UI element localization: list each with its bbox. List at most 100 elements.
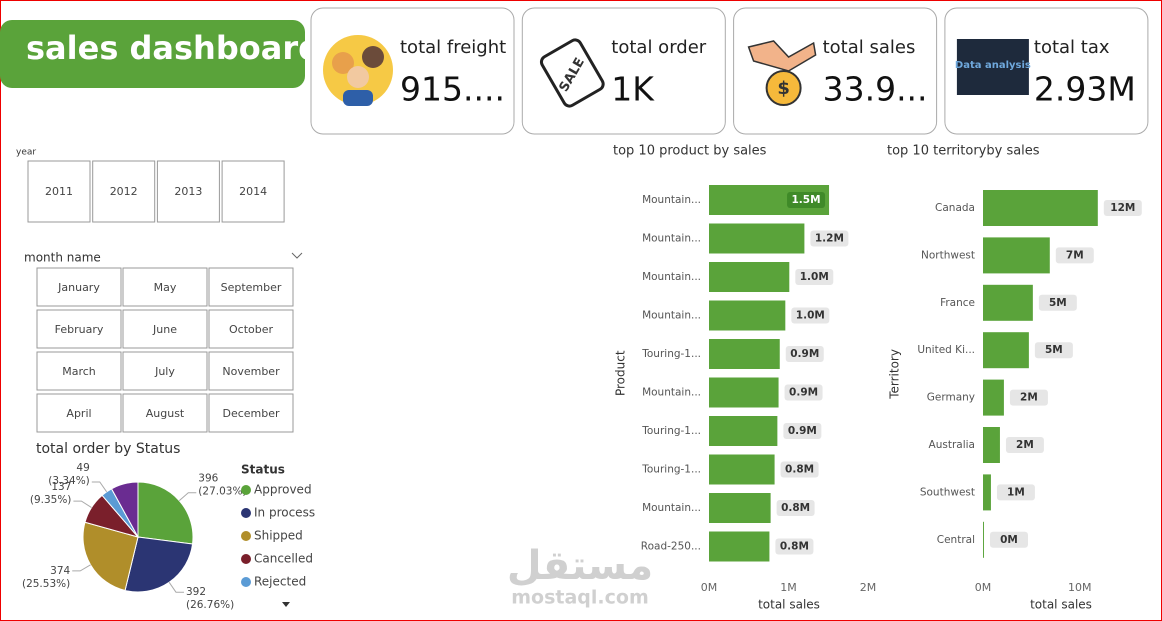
icon-coin — [765, 70, 802, 106]
y-axis-title: Product — [614, 350, 628, 396]
value-label: 1M — [1007, 486, 1025, 498]
bar — [709, 300, 786, 331]
kpi-value: 1K — [611, 70, 655, 109]
legend-label[interactable]: Shipped — [254, 529, 303, 543]
value-label-box — [776, 500, 815, 516]
legend-label[interactable]: Approved — [254, 483, 312, 497]
pie-slice — [124, 536, 194, 593]
year-label: 2014 — [239, 185, 267, 198]
month-label: September — [221, 281, 282, 294]
bar — [709, 416, 778, 446]
leader-line — [168, 582, 184, 593]
value-label: 0.8M — [785, 464, 814, 476]
month-label: July — [154, 365, 175, 378]
month-label: October — [229, 323, 273, 336]
month-label: June — [152, 323, 177, 336]
icon-body — [343, 90, 373, 106]
leader-line — [178, 492, 197, 502]
month-button[interactable] — [122, 267, 208, 307]
icon-face — [347, 66, 369, 88]
month-button[interactable] — [208, 267, 294, 307]
year-button[interactable] — [156, 160, 220, 223]
legend-marker — [241, 508, 251, 518]
value-label: 0.9M — [790, 348, 819, 360]
bar — [983, 332, 1029, 369]
y-tick-label: Mountain... — [642, 271, 701, 283]
month-button[interactable] — [36, 351, 122, 391]
month-button[interactable] — [122, 393, 208, 433]
legend-marker — [241, 485, 251, 495]
value-label-box — [787, 192, 826, 208]
pie-percent-label: (25.53%) — [22, 578, 70, 590]
month-button[interactable] — [122, 351, 208, 391]
value-label: 5M — [1045, 344, 1063, 356]
bar — [709, 377, 779, 408]
value-label-box — [791, 307, 830, 324]
year-button[interactable] — [92, 160, 156, 223]
y-tick-label: Road-250... — [641, 541, 701, 553]
pie-value-label: 396 — [198, 473, 218, 485]
value-label-box — [775, 538, 814, 555]
chart-title: top 10 territoryby sales — [887, 144, 1040, 159]
month-label: December — [222, 407, 280, 420]
value-label-box — [1009, 389, 1048, 406]
legend-more[interactable] — [282, 602, 290, 607]
slicer-title: month name — [24, 251, 101, 265]
bar — [709, 262, 790, 292]
icon-bg — [956, 39, 1029, 95]
y-tick-label: Southwest — [920, 486, 975, 498]
legend-label[interactable]: In process — [254, 506, 315, 520]
bar — [983, 190, 1098, 226]
year-button[interactable] — [221, 160, 285, 223]
pie-value-label: 374 — [50, 565, 70, 577]
chart-title: total order by Status — [36, 441, 180, 457]
month-button[interactable] — [122, 309, 208, 349]
kpi-value: 2.93M — [1034, 70, 1136, 109]
legend-marker — [241, 577, 251, 587]
month-button[interactable] — [36, 267, 122, 307]
month-button[interactable] — [208, 393, 294, 433]
month-button[interactable] — [36, 393, 122, 433]
dropdown-chevron[interactable] — [291, 252, 303, 259]
pie-value-label: 49 — [76, 462, 89, 474]
kpi-title: total tax — [1034, 37, 1110, 58]
value-label: 0M — [1000, 534, 1018, 546]
legend-label[interactable]: Cancelled — [254, 552, 313, 566]
value-label: 7M — [1066, 249, 1084, 261]
y-tick-label: Germany — [927, 392, 975, 404]
x-tick-label: 0M — [975, 581, 992, 594]
month-label: March — [62, 365, 96, 378]
month-label: November — [222, 365, 280, 378]
y-axis-title: Territory — [888, 349, 902, 400]
month-button[interactable] — [208, 351, 294, 391]
watermark-arabic: مستقل — [507, 543, 653, 589]
y-tick-label: Mountain... — [642, 387, 701, 399]
month-button[interactable] — [208, 309, 294, 349]
bar — [709, 493, 771, 523]
value-label-box — [785, 346, 824, 362]
x-tick-label: 0M — [701, 581, 718, 594]
y-tick-label: Touring-1... — [641, 348, 701, 360]
value-label: 0.9M — [789, 387, 818, 399]
pie-percent-label: (26.76%) — [186, 599, 234, 611]
value-label-box — [1055, 247, 1094, 264]
icon-text: Data analysis — [955, 60, 1031, 71]
year-button[interactable] — [27, 160, 91, 223]
value-label-box — [780, 461, 819, 478]
year-label: 2011 — [45, 185, 73, 198]
month-button[interactable] — [36, 309, 122, 349]
x-tick-label: 2M — [860, 581, 877, 594]
value-label-box — [996, 484, 1035, 501]
bar — [709, 531, 770, 562]
y-tick-label: Touring-1... — [641, 425, 701, 437]
value-label: 5M — [1049, 297, 1067, 309]
value-label: 0.8M — [781, 502, 810, 514]
pie-percent-label: (27.03%) — [198, 486, 246, 498]
year-label: 2012 — [110, 185, 138, 198]
month-label: May — [154, 281, 177, 294]
title-box — [0, 20, 305, 88]
legend-label[interactable]: Rejected — [254, 575, 306, 589]
value-label-box — [784, 384, 823, 401]
